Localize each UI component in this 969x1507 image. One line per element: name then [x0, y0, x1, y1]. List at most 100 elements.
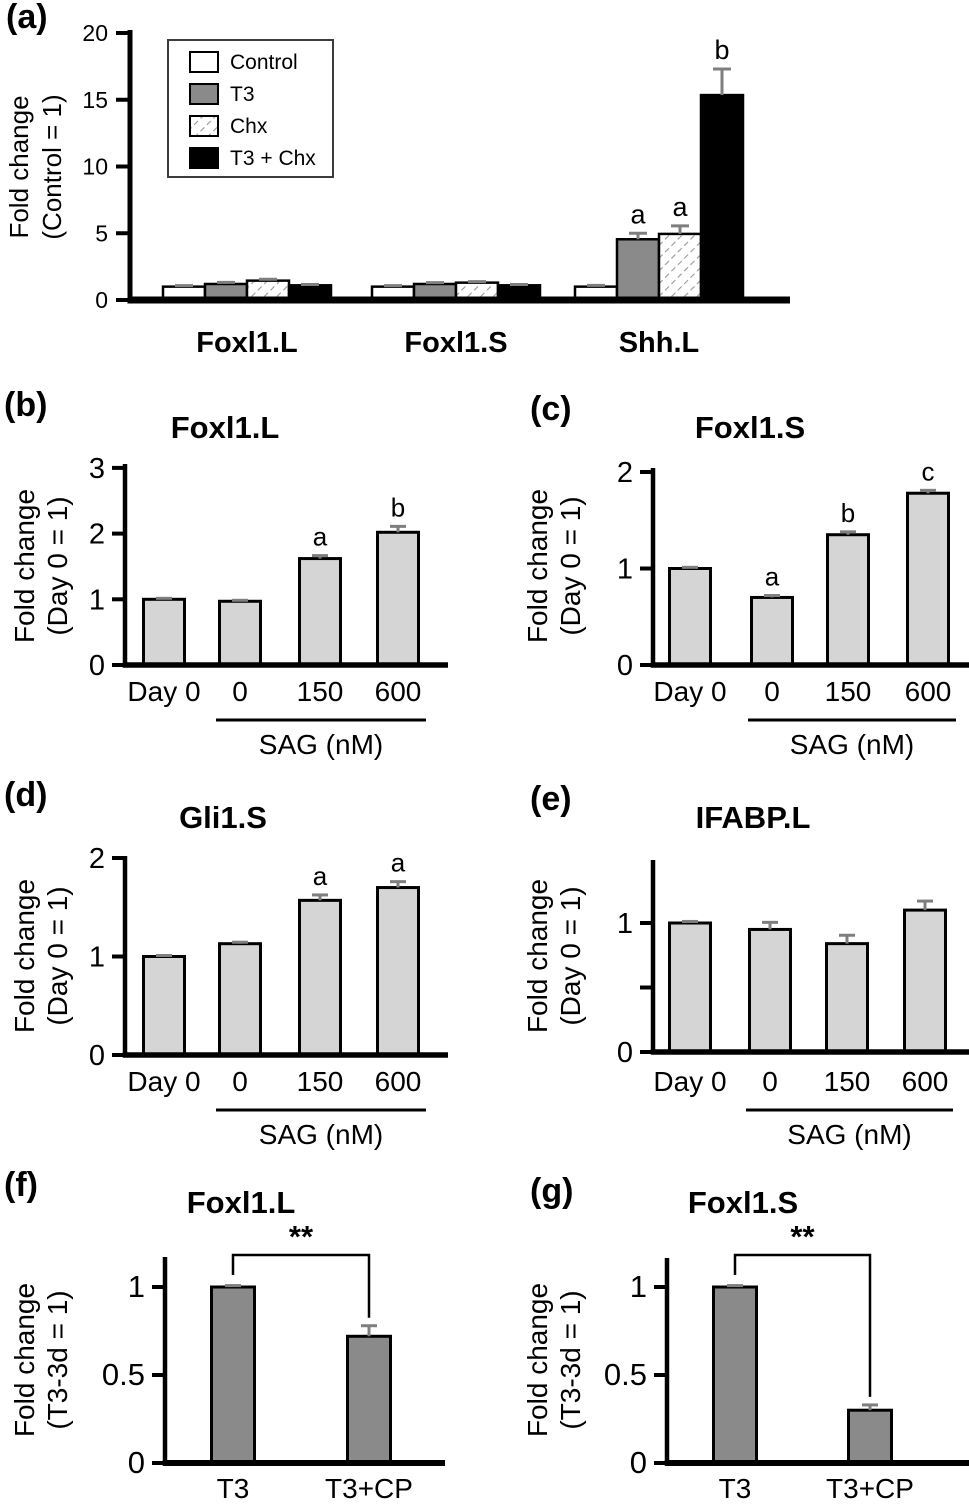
x-tick-label: T3	[719, 1473, 752, 1504]
bar	[298, 557, 342, 667]
bar	[376, 530, 420, 667]
bar	[668, 921, 712, 1054]
panel-d-title: Gli1.S	[179, 800, 267, 835]
x-tick-label: 600	[905, 676, 952, 707]
legend-swatch	[189, 115, 219, 137]
group-axis-label: SAG (nM)	[259, 1119, 383, 1150]
x-tick-label: 0	[764, 676, 780, 707]
x-tick-label: T3	[217, 1473, 250, 1504]
legend-label: Control	[230, 51, 298, 74]
panel-c-chart: a b c 0 1 2 Fold change (Day 0 = 1) Day 0 0 150 600…	[522, 456, 969, 760]
y-tick-label: 0	[89, 650, 105, 682]
bar	[142, 955, 186, 1057]
y-tick-label: 5	[95, 220, 108, 246]
y-tick-label: 0	[95, 287, 108, 313]
panel-b-title: Foxl1.L	[170, 410, 280, 445]
bar	[699, 93, 745, 302]
bar	[712, 1285, 758, 1465]
panel-d-label: (d)	[4, 776, 48, 814]
bar	[825, 942, 869, 1054]
y-axis-label: (Control = 1)	[37, 94, 67, 239]
panel-g-label: (g)	[530, 1172, 574, 1210]
y-axis-label: (Day 0 = 1)	[42, 886, 73, 1025]
y-tick-label: 0.5	[604, 1357, 647, 1392]
y-tick-label: 0	[630, 1445, 647, 1480]
x-tick-label: 600	[375, 676, 422, 707]
y-tick-label: 1	[128, 1269, 145, 1304]
significance-letter: a	[313, 861, 328, 891]
significance-letter: a	[313, 522, 328, 552]
bar	[826, 533, 870, 667]
panel-g-title: Foxl1.S	[687, 1185, 799, 1220]
y-axis-label: (T3-3d = 1)	[555, 1290, 586, 1429]
y-tick-label: 0	[89, 1040, 105, 1072]
panel-a-chart: a a b 0 5 10 15 20 Fold change (Control = 1) Foxl1…	[4, 20, 790, 359]
category-label: Shh.L	[619, 327, 700, 359]
y-tick-label: 1	[617, 908, 633, 940]
y-axis-label: (T3-3d = 1)	[42, 1290, 73, 1429]
x-tick-label: 150	[297, 1066, 344, 1097]
panel-e: (e) IFABP.L 0 1 Fold change (Day 0 = 1) Day …	[485, 770, 969, 1160]
bar	[142, 597, 186, 667]
y-axis-label: Fold change	[522, 879, 553, 1033]
y-axis-label: Fold change	[9, 1283, 40, 1437]
bar	[218, 599, 262, 667]
bar	[657, 232, 703, 302]
x-tick-label: Day 0	[127, 1066, 200, 1097]
bar	[298, 898, 342, 1057]
y-tick-label: 10	[82, 154, 108, 180]
panel-c-label: (c)	[530, 390, 572, 428]
significance-bracket	[231, 1253, 371, 1318]
panel-e-chart: 0 1 Fold change (Day 0 = 1) Day 0 0 150 600 SAG …	[522, 860, 969, 1150]
significance-stars: **	[790, 1219, 815, 1254]
bar	[668, 567, 712, 667]
legend-label: T3	[230, 83, 255, 106]
y-axis-label: Fold change	[9, 879, 40, 1033]
bar	[615, 238, 661, 302]
significance-letter: b	[714, 35, 729, 65]
y-axis-label: (Day 0 = 1)	[555, 496, 586, 635]
panel-g: (g) Foxl1.S 0 0.5 1 Fold change (T3-3d = 1) T…	[485, 1160, 969, 1507]
y-axis-label: Fold change	[522, 489, 553, 643]
y-tick-label: 2	[89, 519, 105, 551]
bar	[210, 1285, 256, 1465]
y-tick-label: 2	[89, 843, 105, 875]
y-tick-label: 15	[82, 87, 108, 113]
panel-f-label: (f)	[4, 1166, 38, 1204]
group-axis-label: SAG (nM)	[790, 729, 914, 760]
panel-d-chart: a a 0 1 2 Fold change (Day 0 = 1) Day 0 0 150 600 S…	[9, 843, 448, 1150]
y-axis-label: Fold change	[4, 95, 34, 238]
x-tick-label: Day 0	[653, 676, 726, 707]
x-tick-label: 150	[297, 676, 344, 707]
y-axis-label: (Day 0 = 1)	[42, 496, 73, 635]
category-label: Foxl1.S	[404, 327, 507, 359]
panel-b: (b) Foxl1.L a b 0 1 2 3 Fold change (Day 0 = 1)…	[0, 380, 484, 770]
significance-stars: **	[289, 1219, 314, 1254]
x-tick-label: 150	[825, 676, 872, 707]
group-axis-label: SAG (nM)	[787, 1119, 911, 1150]
y-axis-label: (Day 0 = 1)	[555, 886, 586, 1025]
y-tick-label: 20	[82, 20, 108, 46]
panel-d: (d) Gli1.S a a 0 1 2 Fold change (Day 0 = 1) Da…	[0, 770, 484, 1160]
significance-bracket	[733, 1253, 872, 1397]
y-axis-label: Fold change	[522, 1283, 553, 1437]
bar	[748, 927, 792, 1054]
y-tick-label: 1	[89, 584, 105, 616]
legend-label: T3 + Chx	[230, 147, 316, 170]
x-tick-label: Day 0	[127, 676, 200, 707]
legend-swatch	[189, 51, 219, 73]
legend-swatch	[189, 83, 219, 105]
group-axis-label: SAG (nM)	[259, 729, 383, 760]
y-tick-label: 0.5	[102, 1357, 145, 1392]
panel-b-chart: a b 0 1 2 3 Fold change (Day 0 = 1) Day 0 0 150 600…	[9, 453, 448, 760]
bar	[906, 491, 950, 667]
y-tick-label: 1	[89, 942, 105, 974]
significance-letter: a	[672, 192, 688, 222]
significance-letter: a	[391, 848, 406, 878]
y-tick-label: 0	[617, 1037, 633, 1069]
significance-letter: b	[391, 492, 405, 522]
panel-f-chart: 0 0.5 1 Fold change (T3-3d = 1) T3 T3+CP **	[9, 1219, 445, 1504]
bar	[218, 942, 262, 1057]
y-tick-label: 0	[617, 650, 633, 682]
